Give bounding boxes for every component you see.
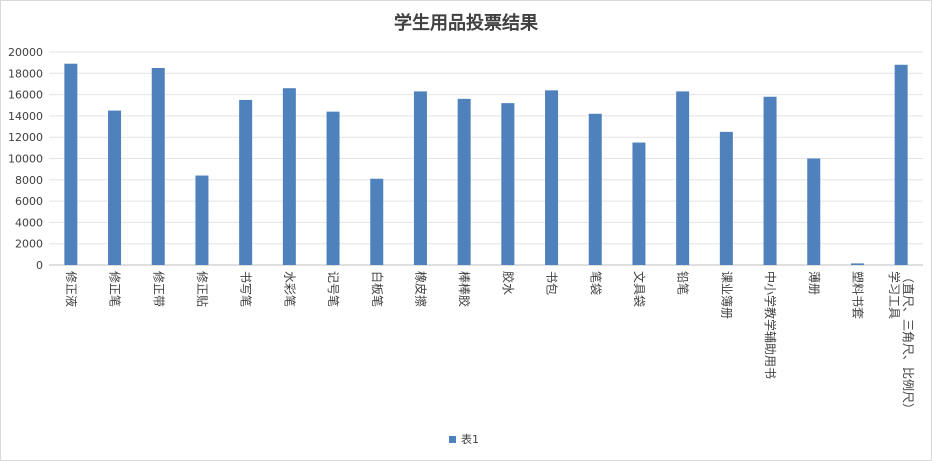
y-tick-label: 14000 — [8, 110, 43, 123]
y-axis-ticks: 0 2000 4000 6000 8000 10000 12000 14000 16000 180… — [8, 46, 43, 272]
bar — [282, 88, 296, 266]
bar — [239, 99, 253, 265]
legend-swatch — [449, 436, 456, 443]
y-tick-label: 0 — [36, 259, 43, 272]
y-tick-label: 20000 — [8, 46, 43, 59]
x-category-label: 白板笔 — [370, 271, 385, 307]
bar — [370, 178, 384, 265]
gridlines — [49, 51, 923, 266]
y-tick-label: 8000 — [15, 174, 43, 187]
x-category-label: 课业簿册 — [719, 271, 734, 319]
bar — [850, 263, 864, 265]
y-tick-label: 18000 — [8, 67, 43, 80]
y-tick-label: 12000 — [8, 131, 43, 144]
bar — [545, 90, 559, 265]
x-category-label: 橡皮擦 — [413, 271, 427, 307]
bar — [763, 96, 777, 265]
bar — [195, 175, 209, 265]
x-category-label: 修正液 — [64, 271, 79, 307]
bar — [326, 111, 340, 265]
bar — [501, 103, 515, 266]
x-category-label: 文具袋 — [632, 271, 647, 307]
x-category-label: 学习工具（直尺、三角尺、比例尺） — [887, 271, 915, 415]
x-category-label: 修正带 — [151, 271, 166, 307]
bar — [64, 63, 78, 266]
y-tick-label: 2000 — [15, 238, 43, 251]
bar — [457, 98, 471, 265]
bar — [588, 113, 602, 266]
x-category-label: 修正笔 — [108, 271, 123, 307]
legend: 表1 — [449, 432, 479, 446]
x-category-label: 修正贴 — [195, 271, 210, 307]
x-category-label: 书写笔 — [239, 271, 254, 307]
x-axis-categories: 修正液 修正笔 修正带 修正贴 书写笔 水彩笔 记号笔 白板笔 橡皮擦 棒棒胶 胶水 书包 笔袋 文具袋 铅… — [64, 271, 915, 415]
bar — [108, 110, 122, 265]
bar — [151, 67, 165, 265]
x-category-label: 中小学教学辅助用书 — [763, 271, 778, 379]
y-tick-label: 16000 — [8, 89, 43, 102]
x-category-label: 记号笔 — [326, 271, 341, 307]
x-category-label: 水彩笔 — [282, 271, 297, 307]
x-category-label: 塑料书套 — [850, 271, 865, 319]
chart-title: 学生用品投票结果 — [394, 12, 539, 34]
bar — [413, 91, 427, 265]
x-category-label: 胶水 — [501, 271, 516, 295]
x-category-label: 铅笔 — [676, 271, 691, 295]
bar — [719, 131, 733, 265]
bar — [894, 64, 908, 265]
bar — [632, 142, 646, 265]
y-tick-label: 4000 — [15, 216, 43, 229]
x-category-label: 笔袋 — [588, 271, 603, 295]
bars — [64, 63, 908, 266]
x-category-label: 棒棒胶 — [457, 271, 472, 307]
y-tick-label: 6000 — [15, 195, 43, 208]
y-tick-label: 10000 — [8, 153, 43, 166]
bar — [807, 158, 821, 265]
bar — [676, 91, 690, 265]
legend-label: 表1 — [461, 432, 479, 446]
x-category-label: 薄册 — [807, 271, 822, 295]
x-category-label: 书包 — [545, 271, 559, 295]
